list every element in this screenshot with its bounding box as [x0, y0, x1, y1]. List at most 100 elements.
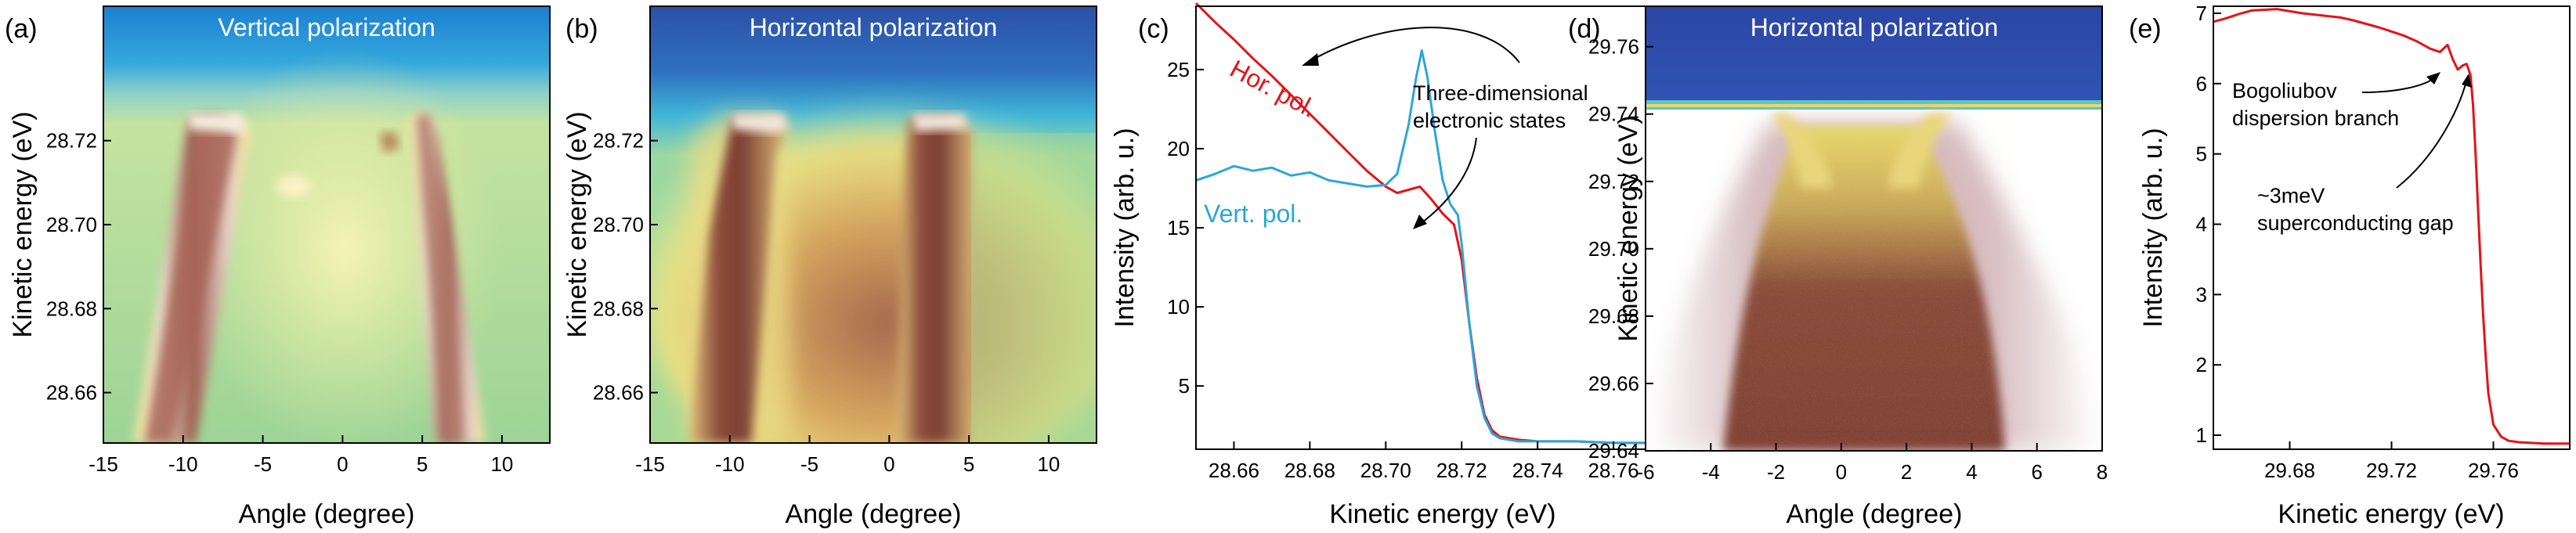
annotation-3d-line2: electronic states [1413, 109, 1566, 132]
y-tick-label-d-4: 29.72 [1588, 170, 1639, 193]
x-tick-label-b-2: -5 [800, 452, 818, 476]
axes-e: 29.68 29.72 29.76 1 2 3 4 5 6 7 [2196, 2, 2520, 482]
y-tick-label-d-2: 29.68 [1588, 304, 1639, 328]
y-tick-label-e-4: 5 [2196, 142, 2207, 166]
series-lines-c [1194, 2, 1689, 445]
series-line-c-1 [1195, 49, 1689, 445]
x-tick-label-d-7: 8 [2097, 460, 2108, 484]
y-tick-label-b-2: 28.70 [593, 213, 644, 236]
x-tick-label-d-2: -2 [1767, 460, 1785, 484]
x-tick-label-a-5: 10 [490, 452, 513, 476]
y-tick-label-a-1: 28.68 [46, 297, 97, 320]
y-tick-label-e-0: 1 [2196, 423, 2207, 447]
y-axis-label-d: Kinetic energy (eV) [1613, 115, 1643, 341]
plot-frame-d [1645, 5, 2103, 452]
x-tick-label-a-2: -5 [254, 452, 272, 476]
x-tick-label-c-5: 28.76 [1588, 459, 1639, 482]
y-axis-label-c: Intensity (arb. u.) [1110, 128, 1140, 327]
arrowhead-e-1 [2426, 72, 2441, 85]
arrowhead-c-1 [1302, 53, 1319, 66]
panel-label-d: (d) [1568, 14, 1601, 44]
x-axis-label-e: Kinetic energy (eV) [2278, 499, 2504, 529]
y-tick-label-e-3: 4 [2196, 213, 2207, 236]
x-tick-label-c-3: 28.72 [1436, 459, 1487, 482]
x-tick-label-b-0: -15 [635, 452, 665, 476]
y-tick-label-d-1: 29.66 [1588, 372, 1639, 395]
y-tick-label-d-5: 29.74 [1588, 103, 1639, 126]
x-axis-label-d: Angle (degree) [1787, 499, 1963, 529]
y-tick-label-e-5: 6 [2196, 72, 2207, 95]
x-axis-label-b: Angle (degree) [786, 499, 962, 529]
x-tick-label-c-4: 28.74 [1512, 459, 1563, 482]
panel-label-a: (a) [5, 14, 38, 44]
panel-d: (d) Horizontal polarization -6 -4 -2 0 2 4 6 8 2… [1568, 5, 2108, 529]
annotation-gap-line2: superconducting gap [2257, 211, 2454, 235]
heatmap-a [103, 6, 550, 443]
axes-d: -6 -4 -2 0 2 4 6 8 29.64 29.66 29.68 29.70 29.72 29.7… [1588, 35, 2108, 484]
map-title-a: Vertical polarization [218, 13, 435, 41]
x-tick-label-d-5: 4 [1966, 460, 1977, 484]
y-tick-label-c-1: 10 [1167, 295, 1190, 319]
y-tick-label-b-3: 28.72 [593, 129, 644, 153]
x-tick-label-d-1: -4 [1702, 460, 1720, 484]
y-tick-label-d-6: 29.76 [1588, 35, 1639, 59]
y-tick-label-e-6: 7 [2196, 2, 2207, 25]
axes-b: -15 -10 -5 0 5 10 28.66 28.68 28.70 28.72 [593, 129, 1060, 476]
y-tick-label-b-0: 28.66 [593, 381, 644, 405]
panel-label-b: (b) [565, 14, 598, 44]
annotation-gap-line1: ~3meV [2257, 184, 2325, 207]
x-tick-label-a-4: 5 [417, 452, 428, 476]
y-tick-label-c-0: 5 [1179, 374, 1190, 398]
x-axis-label-c: Kinetic energy (eV) [1329, 499, 1555, 529]
y-tick-label-c-4: 25 [1167, 58, 1190, 81]
y-axis-label-e: Intensity (arb. u.) [2138, 128, 2168, 327]
x-tick-label-e-2: 29.76 [2468, 459, 2519, 482]
x-tick-label-b-5: 10 [1037, 452, 1060, 476]
panel-a: (a) Vertical polarization -15 -10 -5 0 5 10 28… [5, 5, 551, 529]
annotation-arrows-e [2361, 74, 2468, 189]
annotation-3d-line1: Three-dimensional [1413, 81, 1588, 105]
arrowhead-c-2 [1413, 214, 1427, 229]
annotation-bogoliubov-line2: dispersion branch [2232, 106, 2399, 130]
y-tick-label-a-0: 28.66 [46, 381, 97, 405]
x-tick-label-c-2: 28.70 [1360, 459, 1411, 482]
x-tick-label-e-0: 29.68 [2264, 459, 2315, 482]
y-tick-label-a-2: 28.70 [46, 213, 97, 236]
series-line-e-0 [2213, 8, 2570, 445]
x-tick-label-b-3: 0 [883, 452, 894, 476]
panel-b: (b) Horizontal polarization -15 -10 -5 0 5 10… [562, 5, 1097, 529]
x-tick-label-d-0: -6 [1636, 460, 1654, 484]
y-tick-label-a-3: 28.72 [46, 129, 97, 153]
y-tick-label-c-2: 15 [1167, 216, 1190, 239]
annotation-arrows-c [1304, 27, 1520, 228]
x-axis-label-a: Angle (degree) [239, 499, 415, 529]
axes-a: -15 -10 -5 0 5 10 28.66 28.68 28.70 28.72 [46, 129, 513, 476]
heatmap-d [1646, 6, 2102, 451]
y-tick-label-d-0: 29.64 [1588, 439, 1639, 463]
y-tick-label-e-1: 2 [2196, 353, 2207, 376]
series-lines-e [2213, 8, 2570, 445]
x-tick-label-b-1: -10 [715, 452, 745, 476]
series-label-vert: Vert. pol. [1204, 200, 1302, 228]
x-tick-label-d-3: 0 [1836, 460, 1847, 484]
x-tick-label-e-1: 29.72 [2366, 459, 2417, 482]
x-tick-label-b-4: 5 [963, 452, 974, 476]
map-title-b: Horizontal polarization [750, 13, 998, 41]
x-tick-label-a-3: 0 [337, 452, 348, 476]
series-line-c-0 [1194, 2, 1689, 445]
y-tick-label-e-2: 3 [2196, 283, 2207, 306]
panel-e: (e) 29.68 29.72 29.76 1 2 3 4 5 6 7 Bogoliubov di… [2129, 2, 2571, 529]
x-tick-label-a-1: -10 [168, 452, 198, 476]
y-tick-label-c-3: 20 [1167, 137, 1190, 160]
x-tick-label-c-1: 28.68 [1284, 459, 1335, 482]
arrowhead-e-2 [2462, 74, 2472, 88]
map-title-d: Horizontal polarization [1750, 13, 1999, 41]
y-axis-label-b: Kinetic energy (eV) [562, 111, 592, 337]
x-tick-label-a-0: -15 [89, 452, 118, 476]
annotation-bogoliubov-line1: Bogoliubov [2232, 79, 2337, 103]
x-tick-label-d-4: 2 [1901, 460, 1912, 484]
y-tick-label-d-3: 29.70 [1588, 237, 1639, 261]
x-tick-label-d-6: 6 [2031, 460, 2042, 484]
axes-c: 28.66 28.68 28.70 28.72 28.74 28.76 5 10 15 20 25 [1167, 58, 1639, 482]
